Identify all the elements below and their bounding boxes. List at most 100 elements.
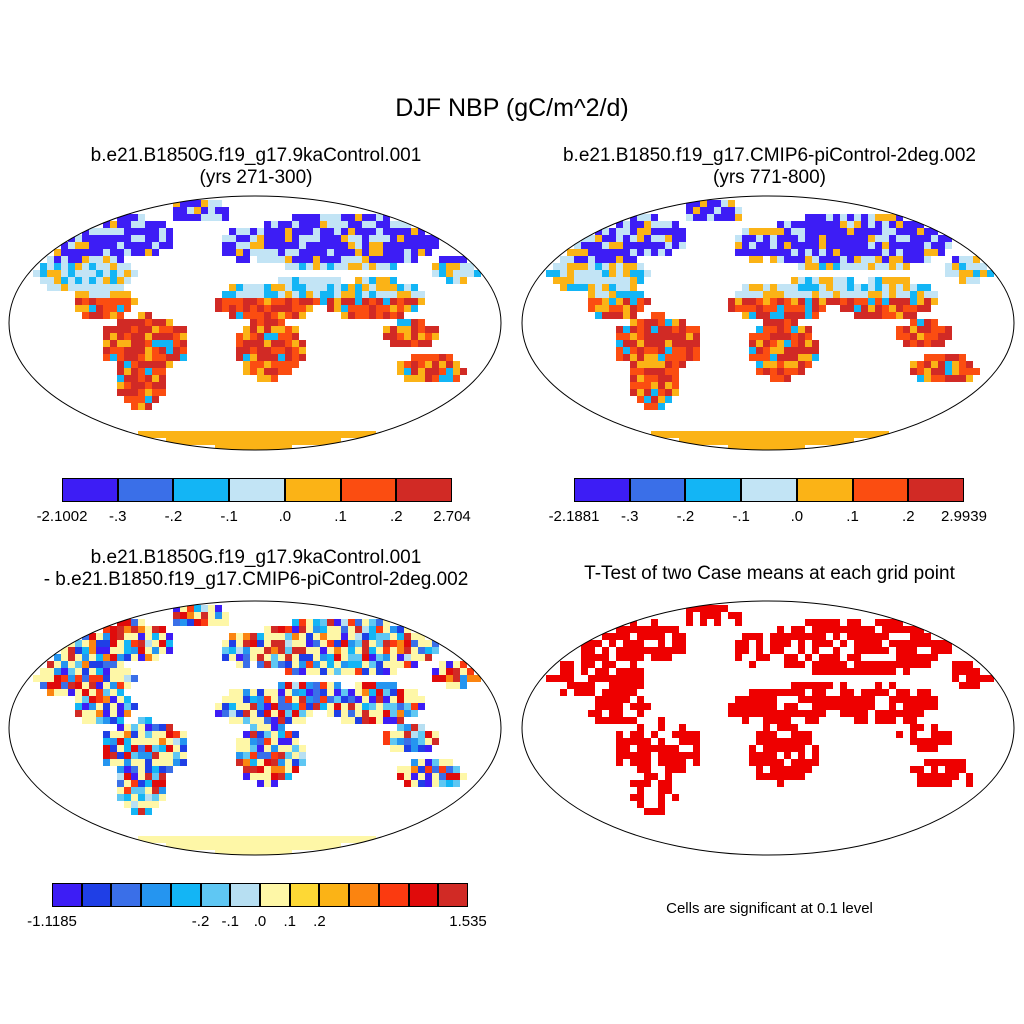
map-cell xyxy=(271,354,278,361)
map-cell xyxy=(299,626,306,633)
map-cell xyxy=(313,298,320,305)
map-cell xyxy=(798,647,805,654)
map-cell xyxy=(924,354,931,361)
map-cell xyxy=(805,277,812,284)
map-cell xyxy=(383,696,390,703)
map-cell xyxy=(75,661,82,668)
map-cell xyxy=(637,305,644,312)
map-cell xyxy=(910,717,917,724)
map-cell xyxy=(411,696,418,703)
map-cell xyxy=(686,214,693,221)
map-cell xyxy=(952,661,959,668)
map-cell xyxy=(173,354,180,361)
map-cell xyxy=(791,333,798,340)
map-cell xyxy=(931,242,938,249)
map-cell xyxy=(271,780,278,787)
map-cell xyxy=(320,235,327,242)
map-cell xyxy=(763,368,770,375)
map-cell xyxy=(644,242,651,249)
colorbar-swatch xyxy=(111,883,142,907)
map-cell xyxy=(945,759,952,766)
map-cell xyxy=(637,228,644,235)
map-cell xyxy=(250,773,257,780)
map-cell xyxy=(812,668,819,675)
map-cell xyxy=(467,668,474,675)
map-cell xyxy=(875,277,882,284)
map-cell xyxy=(341,221,348,228)
map-cell xyxy=(124,396,131,403)
diff-title-line1: b.e21.B1850G.f19_g17.9kaControl.001 xyxy=(90,547,422,568)
map-cell xyxy=(285,766,292,773)
map-cell xyxy=(306,647,313,654)
map-cell xyxy=(924,759,931,766)
map-cell xyxy=(341,689,348,696)
map-cell xyxy=(742,228,749,235)
map-cell xyxy=(362,640,369,647)
map-cell xyxy=(180,438,187,445)
map-cell xyxy=(257,249,264,256)
map-cell xyxy=(138,619,145,626)
map-cell xyxy=(460,277,467,284)
map-cell xyxy=(889,228,896,235)
map-cell xyxy=(418,375,425,382)
map-cell xyxy=(320,221,327,228)
map-cell xyxy=(763,354,770,361)
map-cell xyxy=(362,696,369,703)
map-cell xyxy=(665,375,672,382)
colorbar-swatch xyxy=(117,478,174,502)
map-cell xyxy=(602,263,609,270)
map-cell xyxy=(383,731,390,738)
map-cell xyxy=(320,640,327,647)
map-cell xyxy=(222,640,229,647)
map-cell xyxy=(665,745,672,752)
map-cell xyxy=(61,668,68,675)
map-cell xyxy=(96,661,103,668)
map-cell xyxy=(75,703,82,710)
map-cell xyxy=(602,228,609,235)
map-cell xyxy=(362,668,369,675)
map-cell xyxy=(152,431,159,438)
map-cell xyxy=(362,284,369,291)
colorbar-tick-label: -.2 xyxy=(676,508,695,525)
map-cell xyxy=(201,836,208,843)
map-cell xyxy=(665,647,672,654)
map-cell xyxy=(735,703,742,710)
map-cell xyxy=(124,766,131,773)
map-cell xyxy=(229,654,236,661)
map-cell xyxy=(152,801,159,808)
map-cell xyxy=(630,647,637,654)
map-cell xyxy=(397,333,404,340)
map-cell xyxy=(679,333,686,340)
map-cell xyxy=(840,284,847,291)
map-cell xyxy=(672,626,679,633)
map-cell xyxy=(665,368,672,375)
map-cell xyxy=(250,696,257,703)
map-cell xyxy=(924,661,931,668)
map-cell xyxy=(425,745,432,752)
map-cell xyxy=(152,745,159,752)
map-cell xyxy=(861,710,868,717)
map-cell xyxy=(679,354,686,361)
map-cell xyxy=(425,242,432,249)
map-cell xyxy=(770,438,777,445)
map-cell xyxy=(313,242,320,249)
map-cell xyxy=(61,689,68,696)
map-cell xyxy=(889,696,896,703)
map-cell xyxy=(61,647,68,654)
map-cell xyxy=(264,745,271,752)
map-cell xyxy=(840,710,847,717)
map-cell xyxy=(376,242,383,249)
map-cell xyxy=(292,326,299,333)
map-cell xyxy=(980,675,987,682)
map-cell xyxy=(117,752,124,759)
map-cell xyxy=(686,752,693,759)
map-cell xyxy=(355,305,362,312)
map-cell xyxy=(931,249,938,256)
map-cell xyxy=(138,382,145,389)
map-cell xyxy=(742,703,749,710)
map-cell xyxy=(138,731,145,738)
map-cell xyxy=(110,277,117,284)
map-cell xyxy=(285,773,292,780)
map-cell xyxy=(61,256,68,263)
map-cell xyxy=(145,403,152,410)
